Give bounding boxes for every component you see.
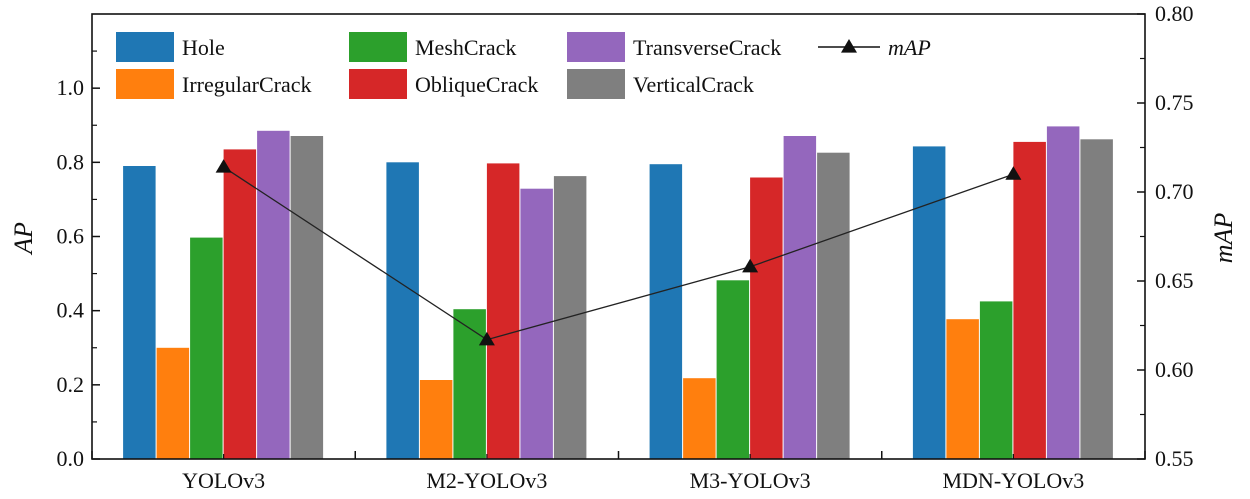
y2-axis-title: mAP [1209, 213, 1238, 264]
y-tick-label-2: 0.4 [57, 298, 85, 323]
bar-meshcrack-1 [453, 309, 486, 459]
bar-transversecrack-1 [520, 188, 553, 459]
x-tick-label-3: MDN-YOLOv3 [942, 468, 1084, 493]
x-tick-label-1: M2-YOLOv3 [426, 468, 547, 493]
y2-tick-label-0: 0.55 [1155, 446, 1194, 471]
legend-swatch-obliquecrack [349, 69, 407, 99]
legend-map-marker [841, 39, 857, 53]
bar-verticalcrack-3 [1080, 139, 1113, 460]
bar-verticalcrack-0 [290, 136, 324, 459]
map-line [223, 166, 1014, 341]
legend-label-meshcrack: MeshCrack [415, 35, 516, 60]
legend-label-irregularcrack: IrregularCrack [182, 72, 311, 97]
bar-irregularcrack-3 [946, 319, 979, 459]
legend-swatch-verticalcrack [567, 69, 625, 99]
bar-meshcrack-3 [979, 301, 1013, 459]
legend-label-hole: Hole [182, 35, 225, 60]
axes-layer: 0.0 0.2 0.4 0.6 0.8 1.0 0.55 0.60 0.65 0.70 0.75 0.… [57, 1, 1194, 493]
bar-irregularcrack-1 [419, 380, 453, 459]
bar-hole-1 [386, 162, 419, 460]
bar-irregularcrack-0 [156, 347, 190, 460]
legend-label-map: mAP [888, 35, 931, 60]
y-tick-label-5: 1.0 [57, 75, 85, 100]
bar-hole-3 [912, 146, 946, 459]
legend-label-transversecrack: TransverseCrack [633, 35, 781, 60]
legend: Hole IrregularCrack MeshCrack ObliqueCrack T… [116, 32, 931, 99]
legend-swatch-transversecrack [567, 32, 625, 62]
y2-tick-label-4: 0.75 [1155, 90, 1194, 115]
bar-obliquecrack-0 [223, 149, 257, 459]
bar-irregularcrack-2 [683, 378, 716, 459]
legend-label-obliquecrack: ObliqueCrack [415, 72, 538, 97]
map-point-2 [742, 258, 759, 273]
bar-hole-0 [123, 166, 156, 459]
map-point-0 [215, 159, 232, 173]
bar-transversecrack-0 [257, 130, 290, 460]
y2-tick-label-5: 0.80 [1155, 1, 1194, 26]
y-axis-title: AP [9, 222, 38, 256]
map-point-3 [1005, 166, 1022, 180]
legend-swatch-hole [116, 32, 174, 62]
bar-hole-2 [649, 164, 683, 459]
y-tick-label-4: 0.8 [57, 149, 85, 174]
y2-tick-label-3: 0.70 [1155, 179, 1194, 204]
bar-transversecrack-3 [1046, 126, 1080, 460]
bar-meshcrack-0 [190, 237, 223, 459]
legend-swatch-irregularcrack [116, 69, 174, 99]
map-point-1 [478, 331, 495, 346]
legend-swatch-meshcrack [349, 32, 407, 62]
bar-verticalcrack-1 [553, 176, 587, 459]
bar-obliquecrack-1 [486, 163, 520, 459]
y-tick-label-1: 0.2 [57, 372, 85, 397]
bar-obliquecrack-3 [1013, 141, 1046, 459]
y2-tick-label-2: 0.65 [1155, 268, 1194, 293]
bar-meshcrack-2 [716, 280, 750, 459]
y-tick-label-3: 0.6 [57, 224, 85, 249]
x-tick-label-0: YOLOv3 [182, 468, 265, 493]
bar-transversecrack-2 [783, 136, 817, 459]
bars-layer [123, 126, 1113, 460]
map-line-layer [215, 159, 1022, 346]
x-tick-label-2: M3-YOLOv3 [690, 468, 811, 493]
y2-tick-label-1: 0.60 [1155, 357, 1194, 382]
bar-obliquecrack-2 [750, 177, 783, 459]
legend-label-verticalcrack: VerticalCrack [633, 72, 754, 97]
bar-verticalcrack-2 [817, 152, 850, 459]
y-tick-label-0: 0.0 [57, 446, 85, 471]
